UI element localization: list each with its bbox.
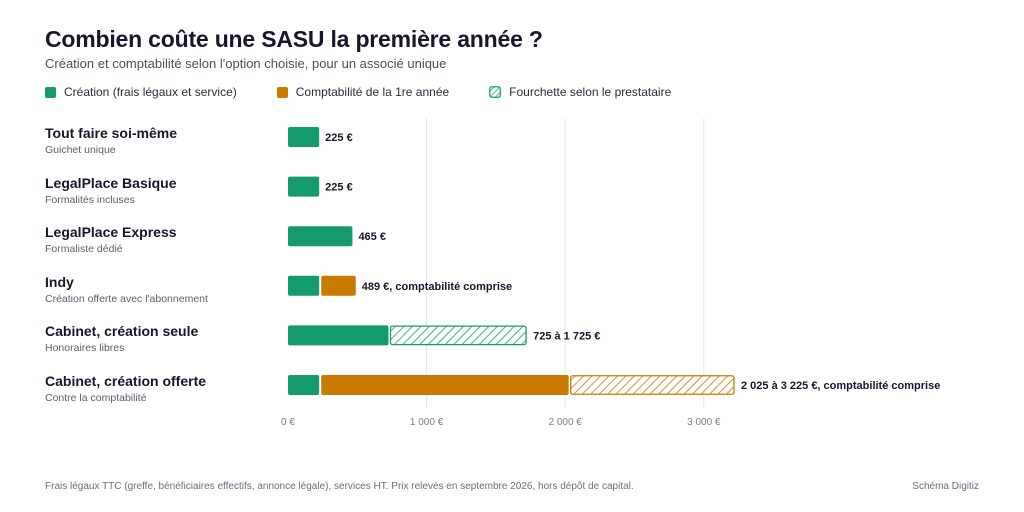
data-labels: 225 € 225 € 465 € 489 €, comptabilité compr…	[325, 132, 940, 392]
legend: Création (frais légaux et service) Compt…	[45, 85, 711, 99]
row-name: LegalPlace Basique	[45, 175, 177, 191]
data-label: 465 €	[358, 231, 386, 243]
data-label: 225 €	[325, 132, 353, 144]
row-label-legalplace-basique: LegalPlace Basique Formalités incluses	[45, 175, 177, 206]
bar-creation	[288, 325, 389, 346]
grid-lines	[426, 118, 705, 408]
bar-fourchette	[389, 325, 527, 346]
row-name: Cabinet, création seule	[45, 323, 199, 339]
row-label-diy: Tout faire soi-même Guichet unique	[45, 125, 177, 156]
legend-swatch-range	[489, 86, 502, 98]
row-subtitle: Contre la comptabilité	[45, 392, 147, 404]
x-axis-ticks: 0 € 1 000 € 2 000 € 3 000 €	[281, 417, 721, 428]
row-label-legalplace-express: LegalPlace Express Formaliste dédié	[45, 224, 177, 255]
row-subtitle: Guichet unique	[45, 144, 116, 156]
bar-fourchette	[570, 375, 735, 395]
x-tick-label: 2 000 €	[549, 417, 583, 428]
row-label-indy: Indy Création offerte avec l'abonnement	[45, 274, 208, 305]
row-name: Indy	[45, 274, 74, 290]
x-tick-label: 3 000 €	[687, 417, 721, 428]
legend-item-compta: Comptabilité de la 1re année	[276, 85, 450, 99]
data-label: 725 à 1 725 €	[533, 330, 600, 342]
row-subtitle: Formaliste dédié	[45, 243, 123, 255]
legend-label-compta: Comptabilité de la 1re année	[295, 85, 450, 99]
bar-comptabilite	[321, 375, 569, 395]
row-subtitle: Honoraires libres	[45, 342, 125, 354]
data-label: 2 025 à 3 225 €, comptabilité comprise	[741, 380, 940, 392]
x-tick-label: 0 €	[281, 417, 295, 428]
chart-title: Combien coûte une SASU la première année…	[45, 26, 543, 52]
row-label-cabinet-offerte: Cabinet, création offerte Contre la comp…	[45, 373, 206, 404]
footnote: Frais légaux TTC (greffe, bénéficiaires …	[45, 481, 634, 492]
bar-creation	[288, 127, 320, 147]
bar-creation	[288, 375, 320, 395]
row-name: Tout faire soi-même	[45, 125, 177, 141]
row-label-cabinet-seule: Cabinet, création seule Honoraires libre…	[45, 323, 198, 354]
data-label: 225 €	[325, 182, 353, 194]
row-subtitle: Formalités incluses	[45, 194, 135, 206]
bar-comptabilite	[321, 275, 356, 296]
legend-item-range: Fourchette selon le prestataire	[489, 85, 671, 99]
row-name: Cabinet, création offerte	[45, 373, 207, 389]
bars	[288, 127, 735, 395]
x-tick-label: 1 000 €	[410, 417, 444, 428]
chart-subtitle: Création et comptabilité selon l'option …	[45, 56, 447, 71]
row-name: LegalPlace Express	[45, 224, 177, 240]
bar-creation	[288, 226, 353, 247]
legend-label-creation: Création (frais légaux et service)	[64, 85, 237, 99]
legend-swatch-compta	[276, 86, 288, 98]
bar-creation	[288, 176, 320, 197]
credit: Schéma Digitiz	[912, 481, 979, 492]
legend-swatch-creation	[45, 86, 56, 98]
data-label: 489 €, comptabilité comprise	[362, 281, 512, 293]
bar-creation	[288, 275, 320, 296]
row-subtitle: Création offerte avec l'abonnement	[45, 293, 208, 305]
legend-item-creation: Création (frais légaux et service)	[45, 85, 237, 99]
legend-label-range: Fourchette selon le prestataire	[509, 85, 672, 99]
